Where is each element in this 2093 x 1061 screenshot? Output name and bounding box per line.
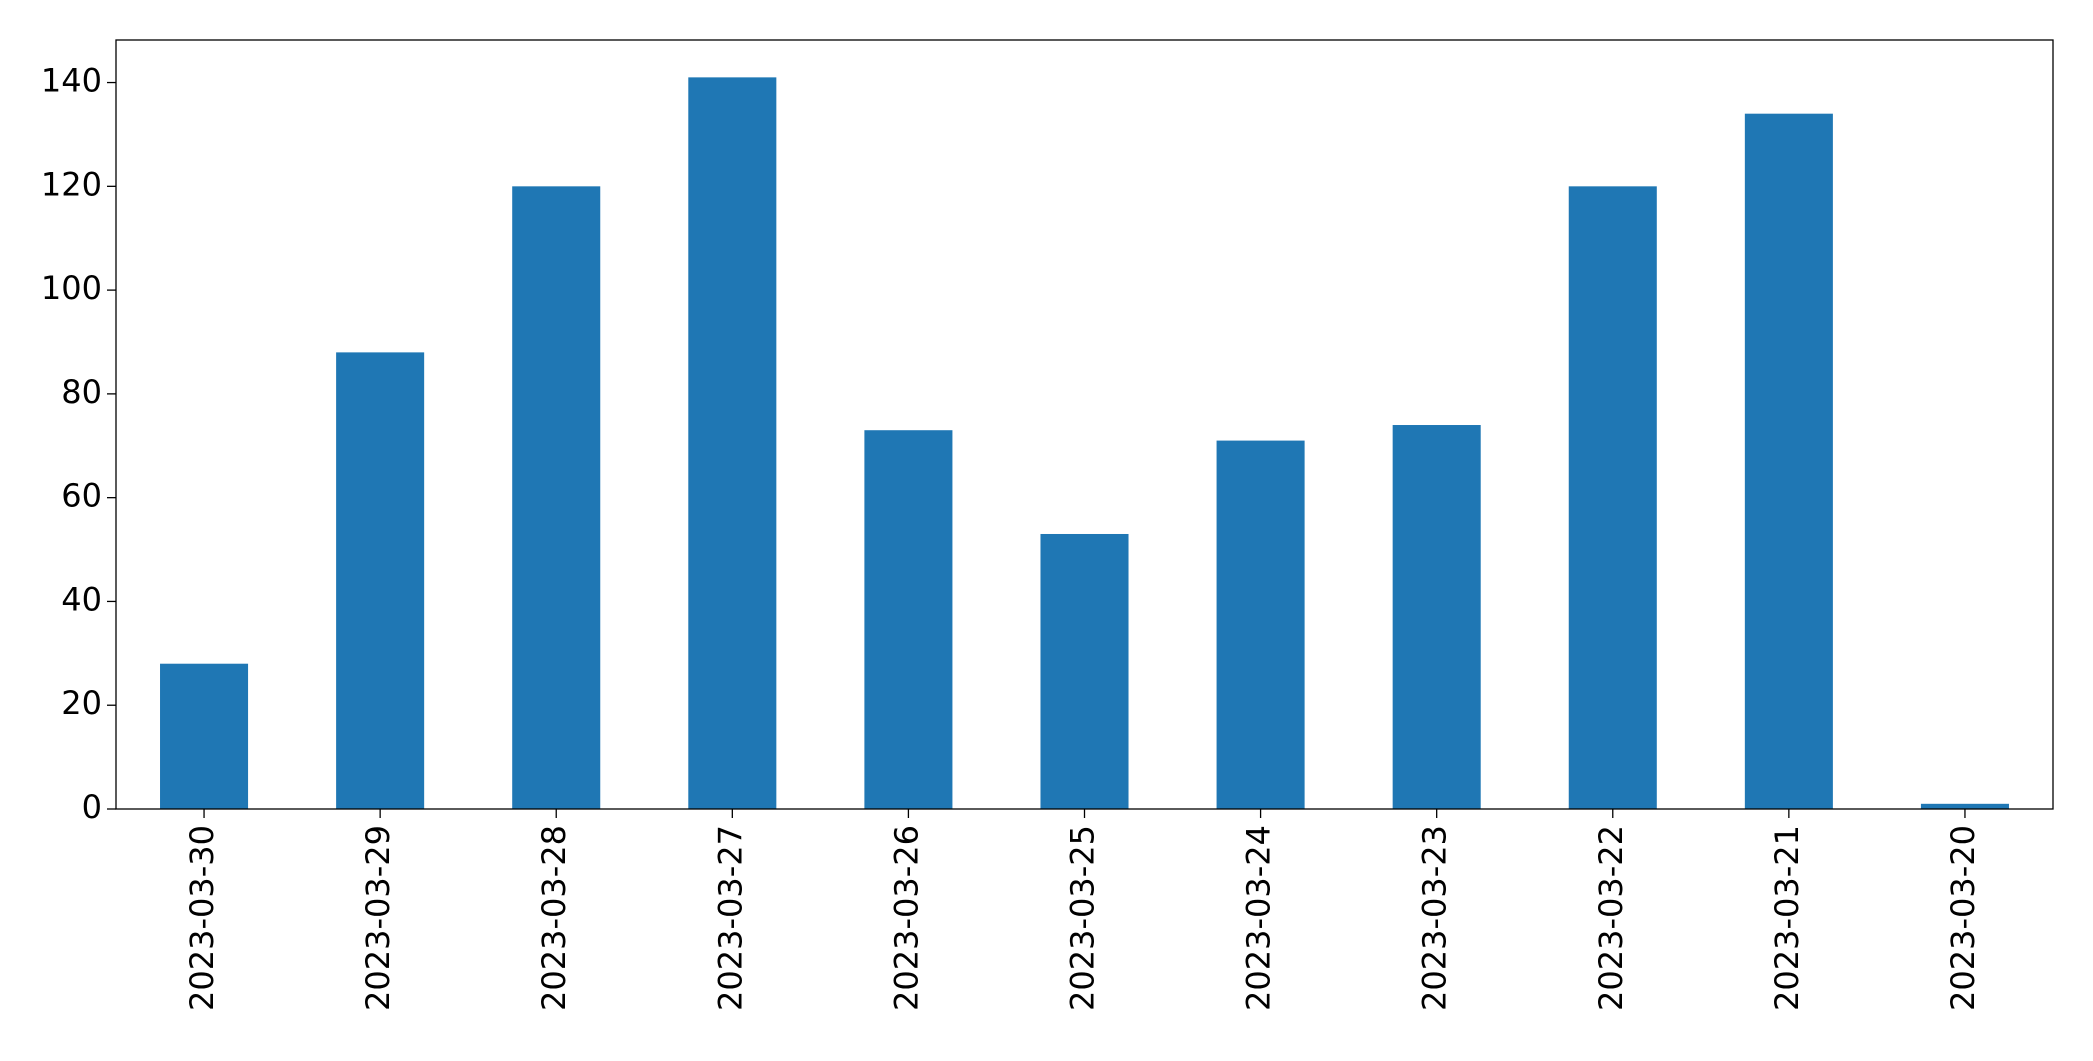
bar [512,186,601,809]
y-tick-label: 40 [61,580,102,618]
y-tick-label: 100 [41,269,102,307]
bar [1920,803,2009,809]
y-tick-label: 80 [61,373,102,411]
x-tick-label: 2023-03-28 [535,825,573,1011]
bar [336,352,425,809]
bar [1568,186,1657,809]
y-tick-label: 20 [61,684,102,722]
bar [1216,440,1305,809]
y-tick-label: 60 [61,477,102,515]
y-tick-label: 120 [41,165,102,203]
bar [864,430,953,809]
x-tick-label: 2023-03-23 [1416,825,1454,1011]
y-tick-label: 140 [41,62,102,100]
y-tick-label: 0 [82,788,102,826]
bar [1744,113,1833,809]
x-tick-label: 2023-03-26 [887,825,925,1011]
plot-frame [115,39,2054,810]
x-tick-label: 2023-03-24 [1240,825,1278,1011]
x-tick-label: 2023-03-27 [711,825,749,1011]
x-tick-label: 2023-03-21 [1768,825,1806,1011]
x-tick-label: 2023-03-22 [1592,825,1630,1011]
x-tick-label: 2023-03-30 [183,825,221,1011]
bar [688,77,777,809]
bar [160,663,249,809]
x-tick-label: 2023-03-29 [359,825,397,1011]
bar [1392,425,1481,809]
x-tick-label: 2023-03-20 [1944,825,1982,1011]
x-tick-label: 2023-03-25 [1064,825,1102,1011]
bar [1040,533,1129,809]
